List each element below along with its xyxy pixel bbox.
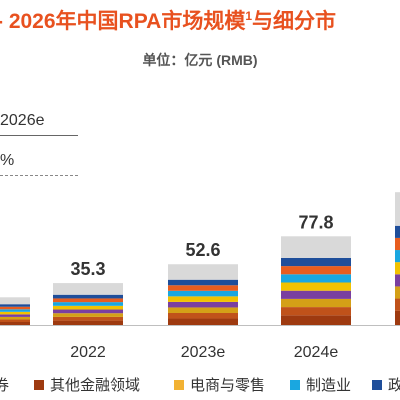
bar-segment-1-3 [53,309,123,314]
bar-segment-3-1 [281,307,351,316]
chart-title: - 2026年中国RPA市场规模1与细分市 [0,5,400,35]
bar-segment-3-4 [281,282,351,291]
bar-total-label: 52.6 [185,240,220,260]
cagr-rule [0,135,78,136]
legend-item: 其他金融领域 [34,374,140,395]
bar-segment-0-2 [0,316,30,320]
bar-segment-1-2 [53,313,123,317]
legend-label: 制造业 [306,377,352,394]
legend-label: 券 [0,377,10,394]
chart-title-superscript: 1 [245,9,253,23]
bar-segment-3-8 [281,236,351,258]
bar-segment-2-8 [168,264,238,280]
bar-segment-0-4 [0,311,30,315]
legend-item: 电商与零售 [174,374,265,395]
bar-segment-0-6 [0,306,30,310]
cagr-dash-rule [0,175,78,176]
legend-swatch [372,379,382,390]
bar-segment-0-5 [0,309,30,312]
bar-segment-3-6 [281,266,351,275]
cagr-period: 2026e [0,112,45,129]
legend-item: 制造业 [290,374,351,395]
x-tick-label: 2023e [181,344,226,361]
legend-item: 政 [372,374,400,395]
bar-segment-1-1 [53,316,123,321]
bar-segment-1-6 [53,298,123,303]
bar-segment-1-8 [53,283,123,295]
bar-segment-4-2 [395,286,400,299]
bar-segment-2-5 [168,290,238,297]
chart-legend: 券 其他金融领域 电商与零售 制造业 政 [0,372,400,396]
legend-label: 政 [388,377,400,394]
bar-segment-2-6 [168,285,238,291]
bar-segment-1-4 [53,305,123,310]
legend-swatch [290,379,300,390]
bar-segment-3-2 [281,298,351,308]
chart-title-main: - 2026年中国RPA市场规模 [0,10,246,33]
legend-item: 券 [0,374,9,395]
bar-segment-4-7 [395,225,400,238]
bar-segment-1-0 [53,320,123,325]
bar-segment-4-8 [395,192,400,226]
bar-segment-4-3 [395,274,400,287]
bar-segment-4-1 [395,298,400,311]
x-tick-label: 2024e [294,344,339,361]
x-tick-label: 2022 [70,344,106,361]
bar-segment-0-3 [0,314,30,317]
cagr-rate: % [0,152,15,169]
bar-segment-0-8 [0,297,30,305]
bar-segment-2-2 [168,307,238,313]
bar-segment-3-5 [281,274,351,283]
bar-segment-1-5 [53,302,123,306]
bar-segment-0-0 [0,321,30,325]
bar-segment-4-6 [395,237,400,251]
bar-segment-3-3 [281,290,351,299]
unit-label: 单位：亿元 (RMB) [142,52,258,68]
bar-segment-4-0 [395,310,400,325]
legend-swatch [174,379,184,390]
legend-label: 电商与零售 [190,377,266,394]
bar-segment-3-7 [281,257,351,267]
bar-segment-0-1 [0,319,30,322]
bar-total-label: 77.8 [298,212,333,232]
bar-segment-4-4 [395,262,400,275]
legend-label: 其他金融领域 [50,377,141,394]
chart-title-tail: 与细分市 [252,10,337,33]
bar-segment-3-0 [281,315,351,325]
bar-segment-2-0 [168,318,238,325]
bar-segment-2-4 [168,296,238,302]
bar-segment-2-7 [168,279,238,286]
bar-segment-2-3 [168,301,238,308]
bar-total-label: 35.3 [70,259,105,279]
legend-swatch [34,379,44,390]
bar-segment-1-7 [53,294,123,299]
bar-segment-0-7 [0,304,30,307]
bar-segment-4-5 [395,250,400,263]
bar-segment-2-1 [168,312,238,319]
